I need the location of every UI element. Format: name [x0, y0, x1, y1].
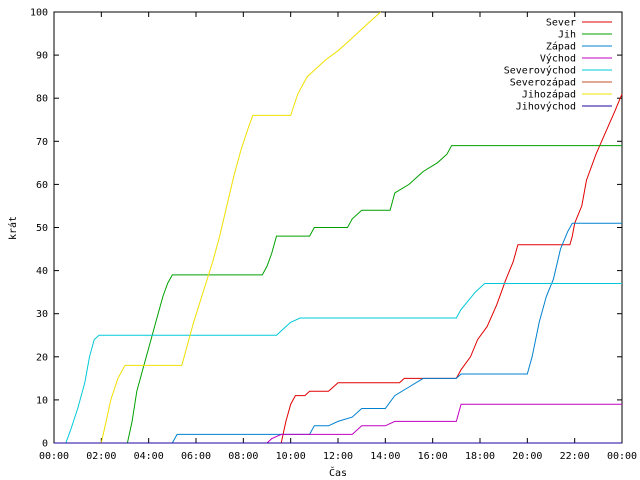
x-tick-label: 16:00: [418, 451, 448, 462]
series-line-jih: [54, 145, 622, 444]
series-line-jihozapad: [54, 11, 381, 444]
y-axis-label: krát: [7, 216, 19, 240]
y-tick-label: 0: [42, 439, 48, 450]
y-tick-label: 60: [36, 180, 48, 191]
x-tick-label: 02:00: [86, 451, 116, 462]
series-line-sever: [54, 93, 623, 444]
x-tick-label: 08:00: [228, 451, 258, 462]
series-line-vychod: [54, 403, 622, 444]
legend-label: Jihovýchod: [516, 101, 576, 113]
x-axis-label: Čas: [329, 466, 347, 479]
series-line-severovychod: [54, 283, 622, 444]
y-tick-label: 50: [36, 223, 48, 234]
y-tick-label: 90: [36, 51, 48, 62]
y-tick-label: 100: [30, 8, 48, 19]
legend: SeverJihZápadVýchodSeverovýchodSeverozáp…: [504, 18, 612, 113]
series-lines: [54, 11, 623, 444]
legend-label: Jihozápad: [522, 89, 576, 101]
legend-label: Západ: [546, 41, 576, 53]
x-tick-label: 14:00: [370, 451, 400, 462]
x-tick-label: 20:00: [512, 451, 542, 462]
y-tick-label: 20: [36, 352, 48, 363]
x-tick-label: 12:00: [323, 451, 353, 462]
x-tick-label: 06:00: [181, 451, 211, 462]
y-tick-label: 80: [36, 94, 48, 105]
legend-label: Severozápad: [510, 77, 576, 89]
x-tick-label: 10:00: [276, 451, 306, 462]
legend-label: Severovýchod: [504, 65, 576, 77]
x-tick-label: 00:00: [39, 451, 69, 462]
series-line-zapad: [54, 222, 622, 444]
y-tick-label: 30: [36, 309, 48, 320]
y-tick-label: 10: [36, 395, 48, 406]
x-tick-label: 18:00: [465, 451, 495, 462]
legend-label: Jih: [558, 30, 576, 41]
y-tick-label: 40: [36, 266, 48, 277]
legend-label: Východ: [540, 53, 576, 65]
legend-label: Sever: [546, 18, 576, 29]
y-axis-ticks: 0 10 20 30 40 50 60 70 80 90 100: [30, 8, 622, 450]
x-tick-label: 04:00: [134, 451, 164, 462]
x-tick-label: 22:00: [560, 451, 590, 462]
x-axis-ticks: 00:00 02:00 04:00 06:00 08:00 10:00 12:00 14:00…: [39, 12, 637, 462]
x-tick-label: 00:00: [607, 451, 637, 462]
y-tick-label: 70: [36, 137, 48, 148]
